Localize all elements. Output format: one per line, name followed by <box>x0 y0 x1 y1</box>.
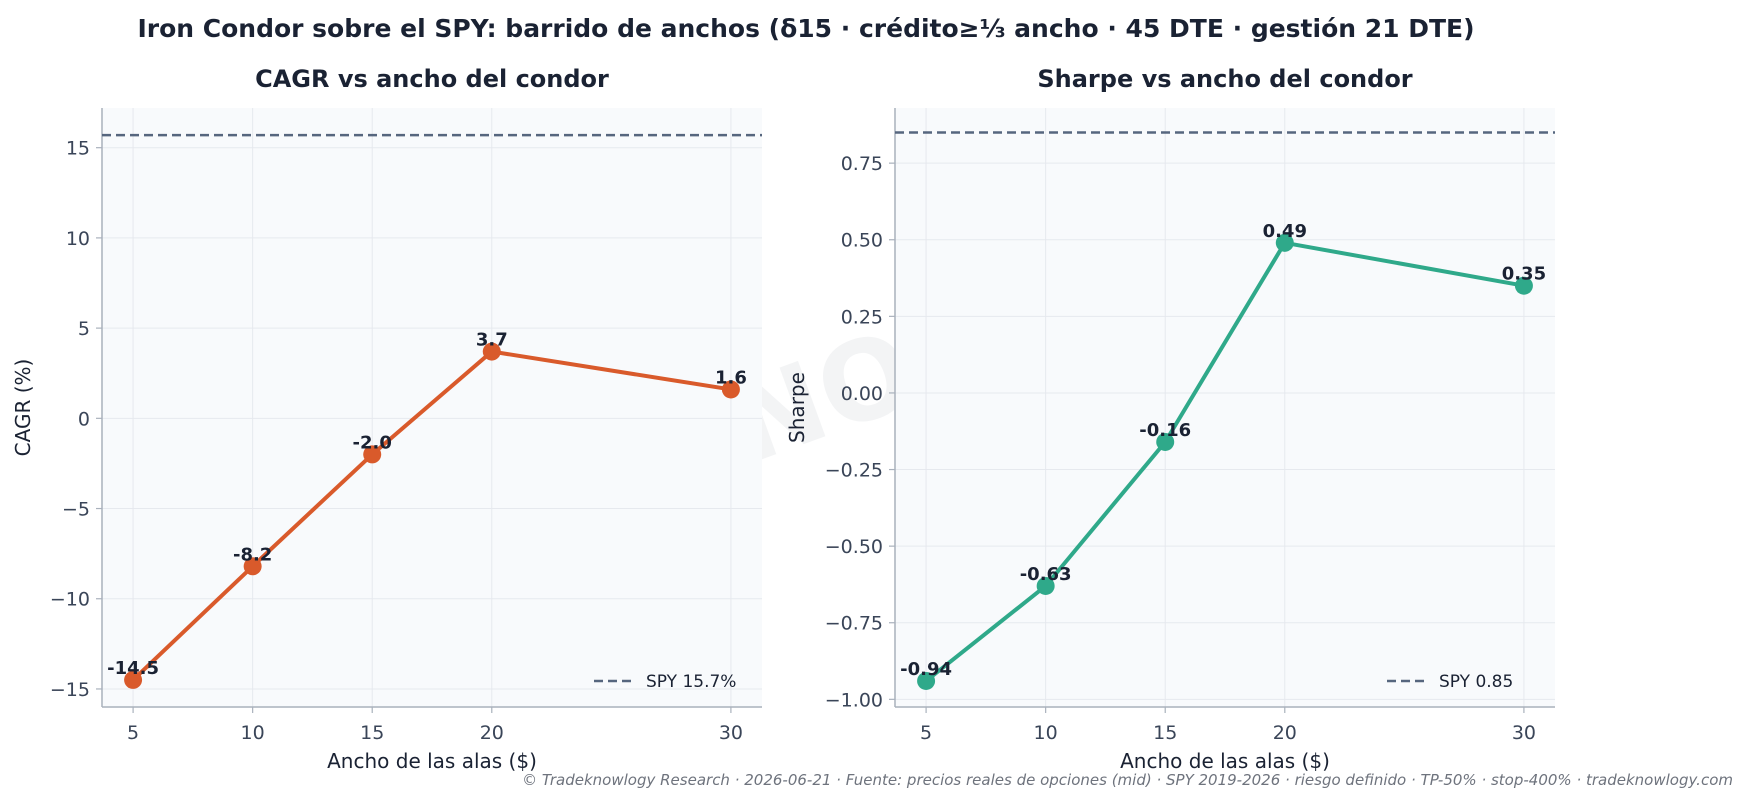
cagr-data-point <box>363 445 382 464</box>
cagr-data-point <box>721 380 740 399</box>
cagr-x-tick-label: 5 <box>127 722 139 744</box>
sharpe-data-label: -0.94 <box>900 659 952 680</box>
cagr-data-point <box>124 670 143 689</box>
sharpe-legend: SPY 0.85 <box>1387 672 1513 692</box>
sharpe-data-point <box>1156 432 1175 451</box>
cagr-legend: SPY 15.7% <box>594 672 736 692</box>
sharpe-y-tick-label: 0.75 <box>841 153 883 175</box>
cagr-data-point <box>482 342 501 361</box>
cagr-data-label: 3.7 <box>476 330 508 351</box>
cagr-data-label: -2.0 <box>353 432 392 453</box>
sharpe-y-axis-label: Sharpe <box>785 372 809 443</box>
sharpe-data-label: -0.63 <box>1020 564 1072 585</box>
sharpe-y-tick-label: −1.00 <box>825 689 883 711</box>
cagr-y-tick-label: −10 <box>50 589 90 611</box>
cagr-y-tick-label: −5 <box>62 499 90 521</box>
cagr-legend-label: SPY 15.7% <box>646 672 736 692</box>
cagr-x-tick-label: 20 <box>480 722 504 744</box>
sharpe-x-tick-label: 20 <box>1273 722 1297 744</box>
cagr-data-point <box>243 557 262 576</box>
figure-title: Iron Condor sobre el SPY: barrido de anc… <box>137 14 1474 43</box>
sharpe-data-point <box>1036 576 1055 595</box>
cagr-x-tick-label: 10 <box>241 722 265 744</box>
cagr-y-tick-label: 5 <box>78 318 90 340</box>
sharpe-y-tick-label: 0.00 <box>841 383 883 405</box>
sharpe-legend-label: SPY 0.85 <box>1439 672 1513 692</box>
cagr-panel-title: CAGR vs ancho del condor <box>255 65 609 93</box>
sharpe-data-point <box>1514 276 1533 295</box>
cagr-y-tick-label: 0 <box>78 408 90 430</box>
sharpe-y-tick-label: 0.25 <box>841 306 883 328</box>
sharpe-y-tick-label: −0.75 <box>825 613 883 635</box>
sharpe-x-tick-label: 10 <box>1034 722 1058 744</box>
cagr-x-axis-label: Ancho de las alas ($) <box>327 749 537 773</box>
cagr-data-label: 1.6 <box>715 367 747 388</box>
sharpe-data-point <box>917 671 936 690</box>
sharpe-x-tick-label: 5 <box>920 722 932 744</box>
sharpe-data-label: 0.35 <box>1502 264 1546 285</box>
sharpe-y-tick-label: −0.50 <box>825 536 883 558</box>
sharpe-x-tick-label: 15 <box>1153 722 1177 744</box>
sharpe-x-tick-label: 30 <box>1512 722 1536 744</box>
cagr-x-tick-label: 30 <box>719 722 743 744</box>
sharpe-y-tick-label: −0.25 <box>825 460 883 482</box>
cagr-y-tick-label: 10 <box>66 228 90 250</box>
cagr-x-tick-label: 15 <box>360 722 384 744</box>
sharpe-panel-title: Sharpe vs ancho del condor <box>1037 65 1412 93</box>
cagr-y-tick-label: 15 <box>66 138 90 160</box>
sharpe-data-point <box>1275 233 1294 252</box>
sharpe-data-label: -0.16 <box>1139 420 1191 441</box>
cagr-data-label: -14.5 <box>107 658 159 679</box>
sharpe-y-tick-label: 0.50 <box>841 230 883 252</box>
sharpe-data-label: 0.49 <box>1263 221 1307 242</box>
sharpe-panel: −1.00 −0.75 −0.50 −0.25 0.00 0.25 0.50 0.75 5 10 1… <box>785 65 1555 773</box>
sharpe-x-axis-label: Ancho de las alas ($) <box>1120 749 1330 773</box>
cagr-y-tick-label: −15 <box>50 679 90 701</box>
cagr-data-label: -8.2 <box>233 544 272 565</box>
cagr-panel: −15 −10 −5 0 5 10 15 5 10 15 20 30 -14.5 -8.2 -2.0 3.7 1… <box>11 65 762 773</box>
cagr-y-axis-label: CAGR (%) <box>11 359 35 457</box>
footer-note: © Tradeknowlogy Research · 2026-06-21 · … <box>522 771 1733 789</box>
sharpe-plot-area <box>895 108 1555 707</box>
